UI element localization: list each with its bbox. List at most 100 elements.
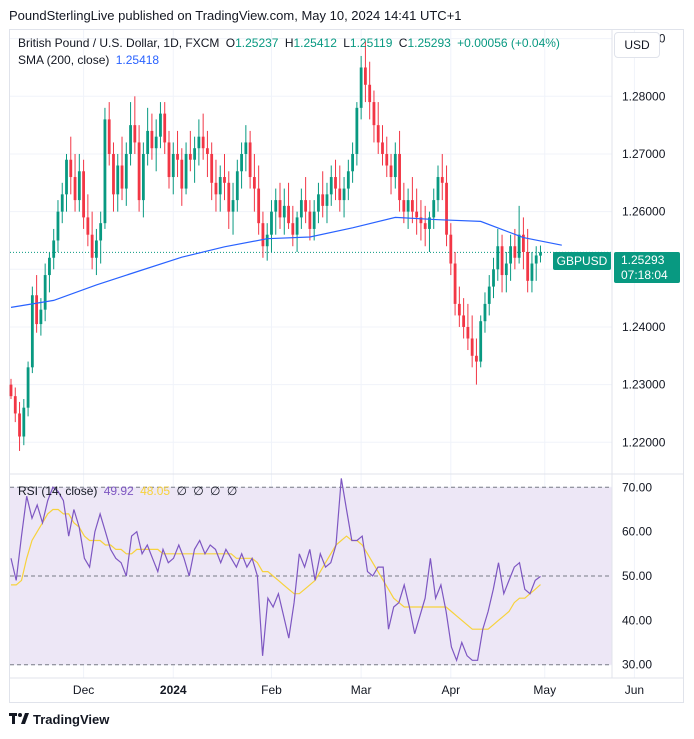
candle [248,130,252,189]
rsi-tick-label: 50.00 [622,569,652,583]
candle [69,136,73,195]
rsi-tick-label: 30.00 [622,658,652,672]
candle [402,182,406,224]
candle [364,41,367,103]
candle [368,61,372,120]
candle [500,234,504,293]
currency-button[interactable]: USD [614,32,660,58]
close-label: C [398,36,408,50]
candle [406,188,410,229]
candle [244,125,248,172]
price-tick-label: 1.23000 [622,378,666,392]
candle [120,136,124,201]
ohlc-legend: British Pound / U.S. Dollar, 1D, FXCM O1… [18,36,563,50]
candle [466,303,470,351]
candle [398,130,401,212]
low-label: L [343,36,350,50]
candle [449,223,453,276]
candle [137,125,141,212]
tradingview-logo[interactable]: TradingView [9,712,109,727]
price-axis-ticks: 1.290001.280001.270001.260001.250001.240… [622,32,666,450]
rsi-legend-icon[interactable]: ∅ [176,484,187,498]
candle [163,102,167,154]
rsi-tick-label: 40.00 [622,613,652,627]
high-value: 1.25412 [293,36,337,50]
rsi-tick-label: 70.00 [622,480,652,494]
candle [201,113,205,160]
candle [95,228,98,276]
candle [355,102,359,166]
candle [13,387,17,423]
candle [218,165,222,212]
candle [393,142,397,189]
candle [419,200,423,241]
candle [265,223,269,261]
candle [517,205,521,264]
candle [359,55,363,120]
time-tick-label: 2024 [160,683,187,697]
candle [116,153,120,212]
candle [227,171,231,229]
candle [342,177,346,218]
rsi-level-lines [10,486,612,666]
published-caption: PoundSterlingLive published on TradingVi… [9,8,462,23]
candle [141,142,145,218]
candle [73,153,77,212]
candle [282,188,286,235]
price-tick-label: 1.28000 [622,89,666,103]
candle [436,165,440,212]
candle [325,182,329,224]
candle [124,142,128,206]
sma-label: SMA (200, close) [18,53,110,67]
price-tick-label: 1.22000 [622,435,666,449]
candle [287,182,290,229]
rsi-legend-icon[interactable]: ∅ [193,484,204,498]
candle [457,286,461,327]
time-tick-label: Feb [261,683,282,697]
candle [304,177,308,224]
candle [30,286,34,374]
candle [526,228,530,293]
candle [107,102,111,166]
open-value: 1.25237 [235,36,279,50]
candle [171,142,175,195]
price-tag-countdown: 07:18:04 [621,268,668,282]
candle [346,159,350,201]
rsi-legend-icon[interactable]: ∅ [210,484,221,498]
candle [509,234,512,281]
candle [445,165,448,247]
candle [90,211,94,270]
candle [103,107,107,229]
candle [231,182,235,235]
candle [483,292,487,333]
price-tick-label: 1.27000 [622,147,666,161]
candle [295,211,299,252]
candle [176,130,179,178]
candle [60,182,64,224]
candle [389,153,393,195]
time-axis-ticks: Dec 2024 Feb Mar Apr May Jun [73,683,644,697]
candle [240,142,243,189]
candle [530,252,534,293]
candlestick-series [9,41,542,451]
candle [180,148,184,206]
rsi-legend-icon[interactable]: ∅ [226,484,238,498]
candle [210,142,214,201]
candle [278,182,282,229]
candle [43,263,47,322]
candle [496,228,500,281]
candle [428,211,431,252]
candle [291,205,295,247]
price-tag: 1.25293 07:18:04 [614,252,680,283]
price-tick-label: 1.24000 [622,320,666,334]
candle [479,315,483,368]
candle [299,188,303,229]
candle [206,130,209,178]
candle [56,200,60,252]
candle [381,125,384,166]
time-tick-label: Mar [351,683,372,697]
rsi-line [10,478,541,663]
low-value: 1.25119 [349,36,393,50]
price-tick-label: 1.26000 [622,205,666,219]
